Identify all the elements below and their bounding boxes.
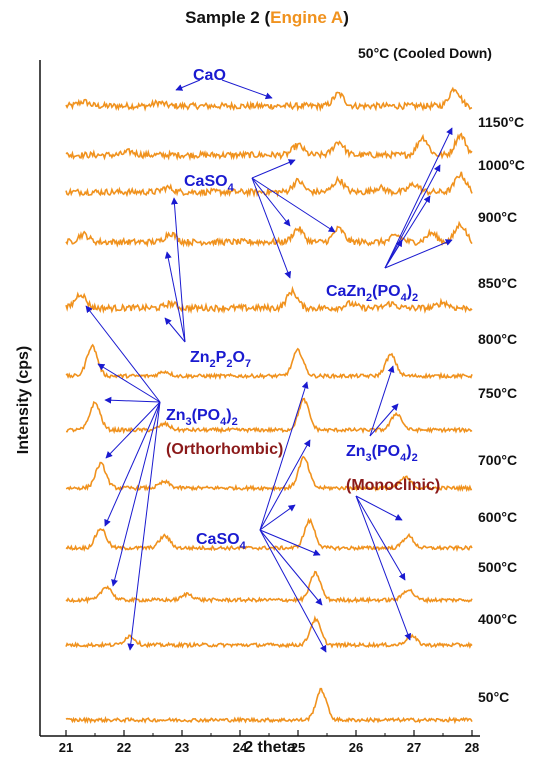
arrow-cazn-5 <box>384 239 453 269</box>
arrow-zn3r-2 <box>369 403 399 437</box>
arrow-caso4-bot-5 <box>259 439 311 531</box>
trace-800-c <box>65 343 473 381</box>
trace-750-c <box>65 397 473 435</box>
title-highlight: Engine A <box>270 8 344 27</box>
arrow-zn3-5 <box>104 401 161 527</box>
series-label: 400°C <box>478 611 517 627</box>
arrow-zn3-2 <box>97 363 161 403</box>
series-label: 850°C <box>478 275 517 291</box>
x-tick-label: 28 <box>465 740 479 755</box>
plot-frame <box>39 60 480 737</box>
arrow-caso4-top-2 <box>251 177 291 227</box>
series-label: 600°C <box>478 509 517 525</box>
trace-400-c <box>65 615 473 650</box>
chart-title: Sample 2 (Engine A) <box>0 8 534 28</box>
arrow-caso4-top-3 <box>251 177 292 279</box>
x-ticks: 21 22 23 24 25 26 27 28 <box>59 730 479 755</box>
arrow-caso4-bot-6 <box>259 381 309 531</box>
x-axis-label: 2 theta <box>244 739 296 756</box>
trace-900-c <box>65 220 473 248</box>
temperature-labels: 50°C (Cooled Down) 1150°C 1000°C 900°C 850°C… <box>358 45 525 705</box>
annotation-zn3po42-left: Zn3(PO4)2 <box>166 407 238 428</box>
trace-850-c <box>65 285 473 314</box>
annotation-zn3po42-right: Zn3(PO4)2 <box>346 443 418 464</box>
annotation-zn2p2o7: Zn2P2O7 <box>190 349 251 370</box>
trace-group <box>65 86 473 725</box>
series-label: 50°C <box>478 689 509 705</box>
series-label: 700°C <box>478 452 517 468</box>
x-tick-label: 23 <box>175 740 189 755</box>
arrow-mono-1 <box>355 495 403 521</box>
series-label: 900°C <box>478 209 517 225</box>
series-label: 800°C <box>478 331 517 347</box>
series-label: 500°C <box>478 559 517 575</box>
arrow-znppo-3 <box>164 317 186 343</box>
trace-700-c <box>65 455 473 493</box>
title-prefix: Sample 2 ( <box>185 8 271 27</box>
title-suffix: ) <box>343 8 349 27</box>
x-tick-label: 21 <box>59 740 73 755</box>
trace-1150-c <box>65 132 473 162</box>
trace-600-c <box>65 517 473 553</box>
annotation-monoclinic: (Monoclinic) <box>346 477 440 494</box>
series-label: 1000°C <box>478 157 525 173</box>
x-tick-label: 22 <box>117 740 131 755</box>
x-tick-label: 26 <box>349 740 363 755</box>
arrow-znppo-1 <box>170 197 186 343</box>
trace-500-c <box>65 570 473 605</box>
arrow-caso4-bot-1 <box>259 504 296 531</box>
arrow-cao-1 <box>221 79 273 100</box>
annotation-cao: CaO <box>193 67 226 84</box>
series-label: 750°C <box>478 385 517 401</box>
arrow-cazn-1 <box>384 127 453 269</box>
annotation-cazn2po42: CaZn2(PO4)2 <box>326 283 418 304</box>
trace-1000-c <box>65 171 473 198</box>
x-tick-label: 24 <box>233 740 248 755</box>
arrow-caso4-bot-2 <box>259 529 321 556</box>
arrow-zn3-7 <box>127 401 161 651</box>
arrow-zn3-6 <box>111 401 161 587</box>
arrow-caso4-bot-3 <box>259 529 323 606</box>
arrow-zn3-4 <box>105 401 161 459</box>
x-tick-label: 27 <box>407 740 421 755</box>
trace-50-c <box>65 687 473 725</box>
arrow-zn3-3 <box>104 396 161 404</box>
arrow-zn3r-1 <box>369 365 395 437</box>
arrow-cazn-2 <box>384 164 441 269</box>
arrow-zn3-1 <box>85 305 161 403</box>
arrow-mono-3 <box>355 495 412 641</box>
arrow-mono-2 <box>355 495 406 581</box>
arrow-cazn-4 <box>384 239 403 269</box>
arrow-caso4-top-4 <box>251 177 336 233</box>
annotation-orthorhombic: (Orthorhombic) <box>166 441 283 458</box>
annotation-caso4-bottom: CaSO4 <box>196 531 247 552</box>
arrow-znppo-2 <box>164 251 186 343</box>
arrow-caso4-bot-4 <box>259 529 327 653</box>
arrow-caso4-top-1 <box>251 159 296 179</box>
arrow-cao-2 <box>175 79 201 91</box>
annotation-arrows <box>85 79 453 653</box>
trace-50-c-cooled-down- <box>65 86 473 113</box>
y-axis-label: Intensity (cps) <box>15 346 32 454</box>
x-tick-label: 25 <box>291 740 305 755</box>
annotation-caso4-top: CaSO4 <box>184 173 235 194</box>
series-label: 50°C (Cooled Down) <box>358 45 492 61</box>
series-label: 1150°C <box>478 114 524 130</box>
